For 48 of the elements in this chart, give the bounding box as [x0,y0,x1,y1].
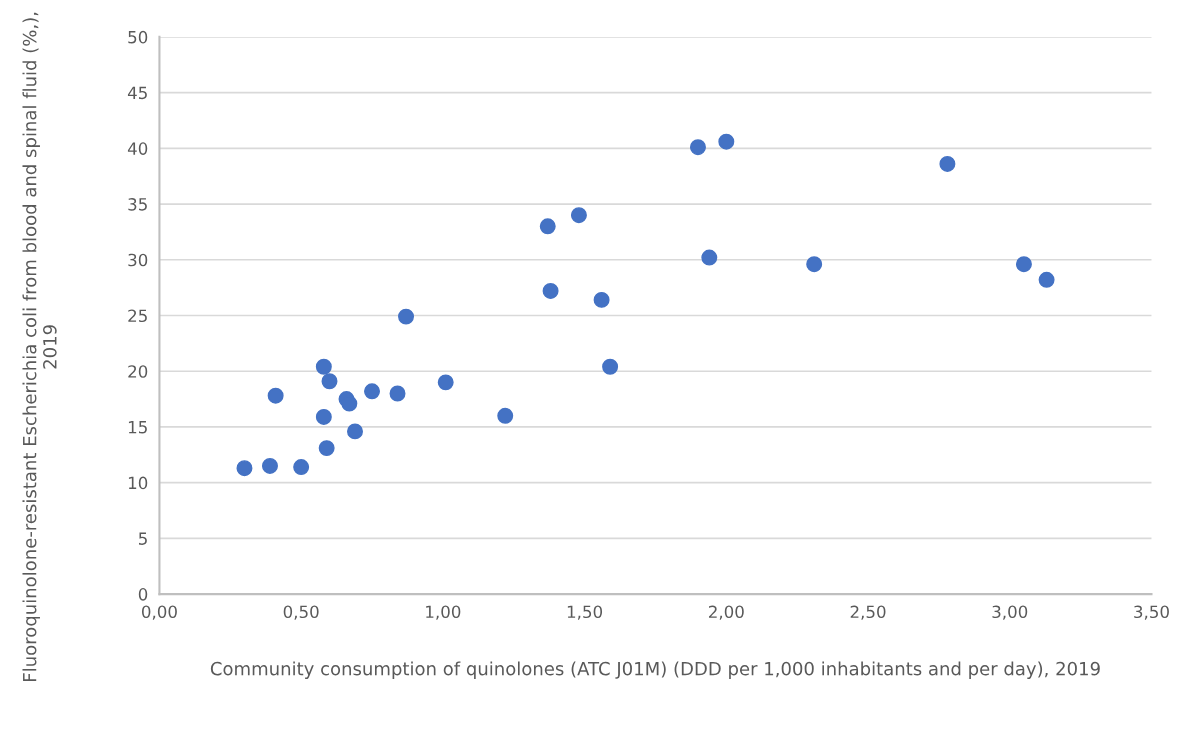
point [364,383,380,400]
y-tick-label: 30 [128,253,148,267]
point [318,440,335,457]
point [718,133,735,150]
point [570,207,587,224]
x-tick-label: 0,50 [283,605,319,620]
point [1038,271,1055,288]
y-tick-label: 40 [127,142,148,155]
x-tick-label: 1,00 [426,605,461,620]
point [939,155,956,172]
x-axis-title: Community consumption of quinolones (ATC J01M) (DDD per 1,000 inhabitants and per day), 2019 [210,661,1100,679]
point [539,218,556,235]
x-tick-label: 3,00 [992,605,1028,620]
point [437,374,454,391]
point [293,459,310,476]
point [602,358,619,375]
point [593,291,610,308]
y-tick-label: 20 [128,365,148,378]
y-tick-label: 15 [128,421,147,434]
x-tick-label: 2,00 [708,605,744,620]
y-tick-label: 10 [128,476,148,490]
point [341,395,358,412]
point [315,358,332,375]
point [389,385,406,402]
point [347,423,363,440]
x-tick-label: 2,50 [850,605,886,620]
point [315,408,332,425]
y-axis-title: Fluoroquinolone-resistant Escherichia coli from blood and spinal fluid (%,), 2019 [22,12,57,681]
y-tick-label: 45 [127,86,147,100]
y-tick-label: 50 [128,30,148,44]
point [321,373,338,390]
point [236,460,253,477]
point [689,139,706,156]
point [497,407,514,424]
y-tick-label: 25 [128,309,147,323]
point [398,308,415,325]
x-tick-label: 3,50 [1134,605,1169,620]
x-tick-label: 0,00 [141,605,177,620]
y-tick-label: 0 [138,588,148,601]
point [1015,256,1032,273]
point [542,283,559,299]
x-tick-label: 1,50 [567,605,603,620]
point [701,249,718,266]
point [806,256,823,273]
y-tick-label: 35 [128,198,147,211]
point [267,387,284,404]
y-tick-label: 5 [139,532,147,545]
point [261,457,278,474]
